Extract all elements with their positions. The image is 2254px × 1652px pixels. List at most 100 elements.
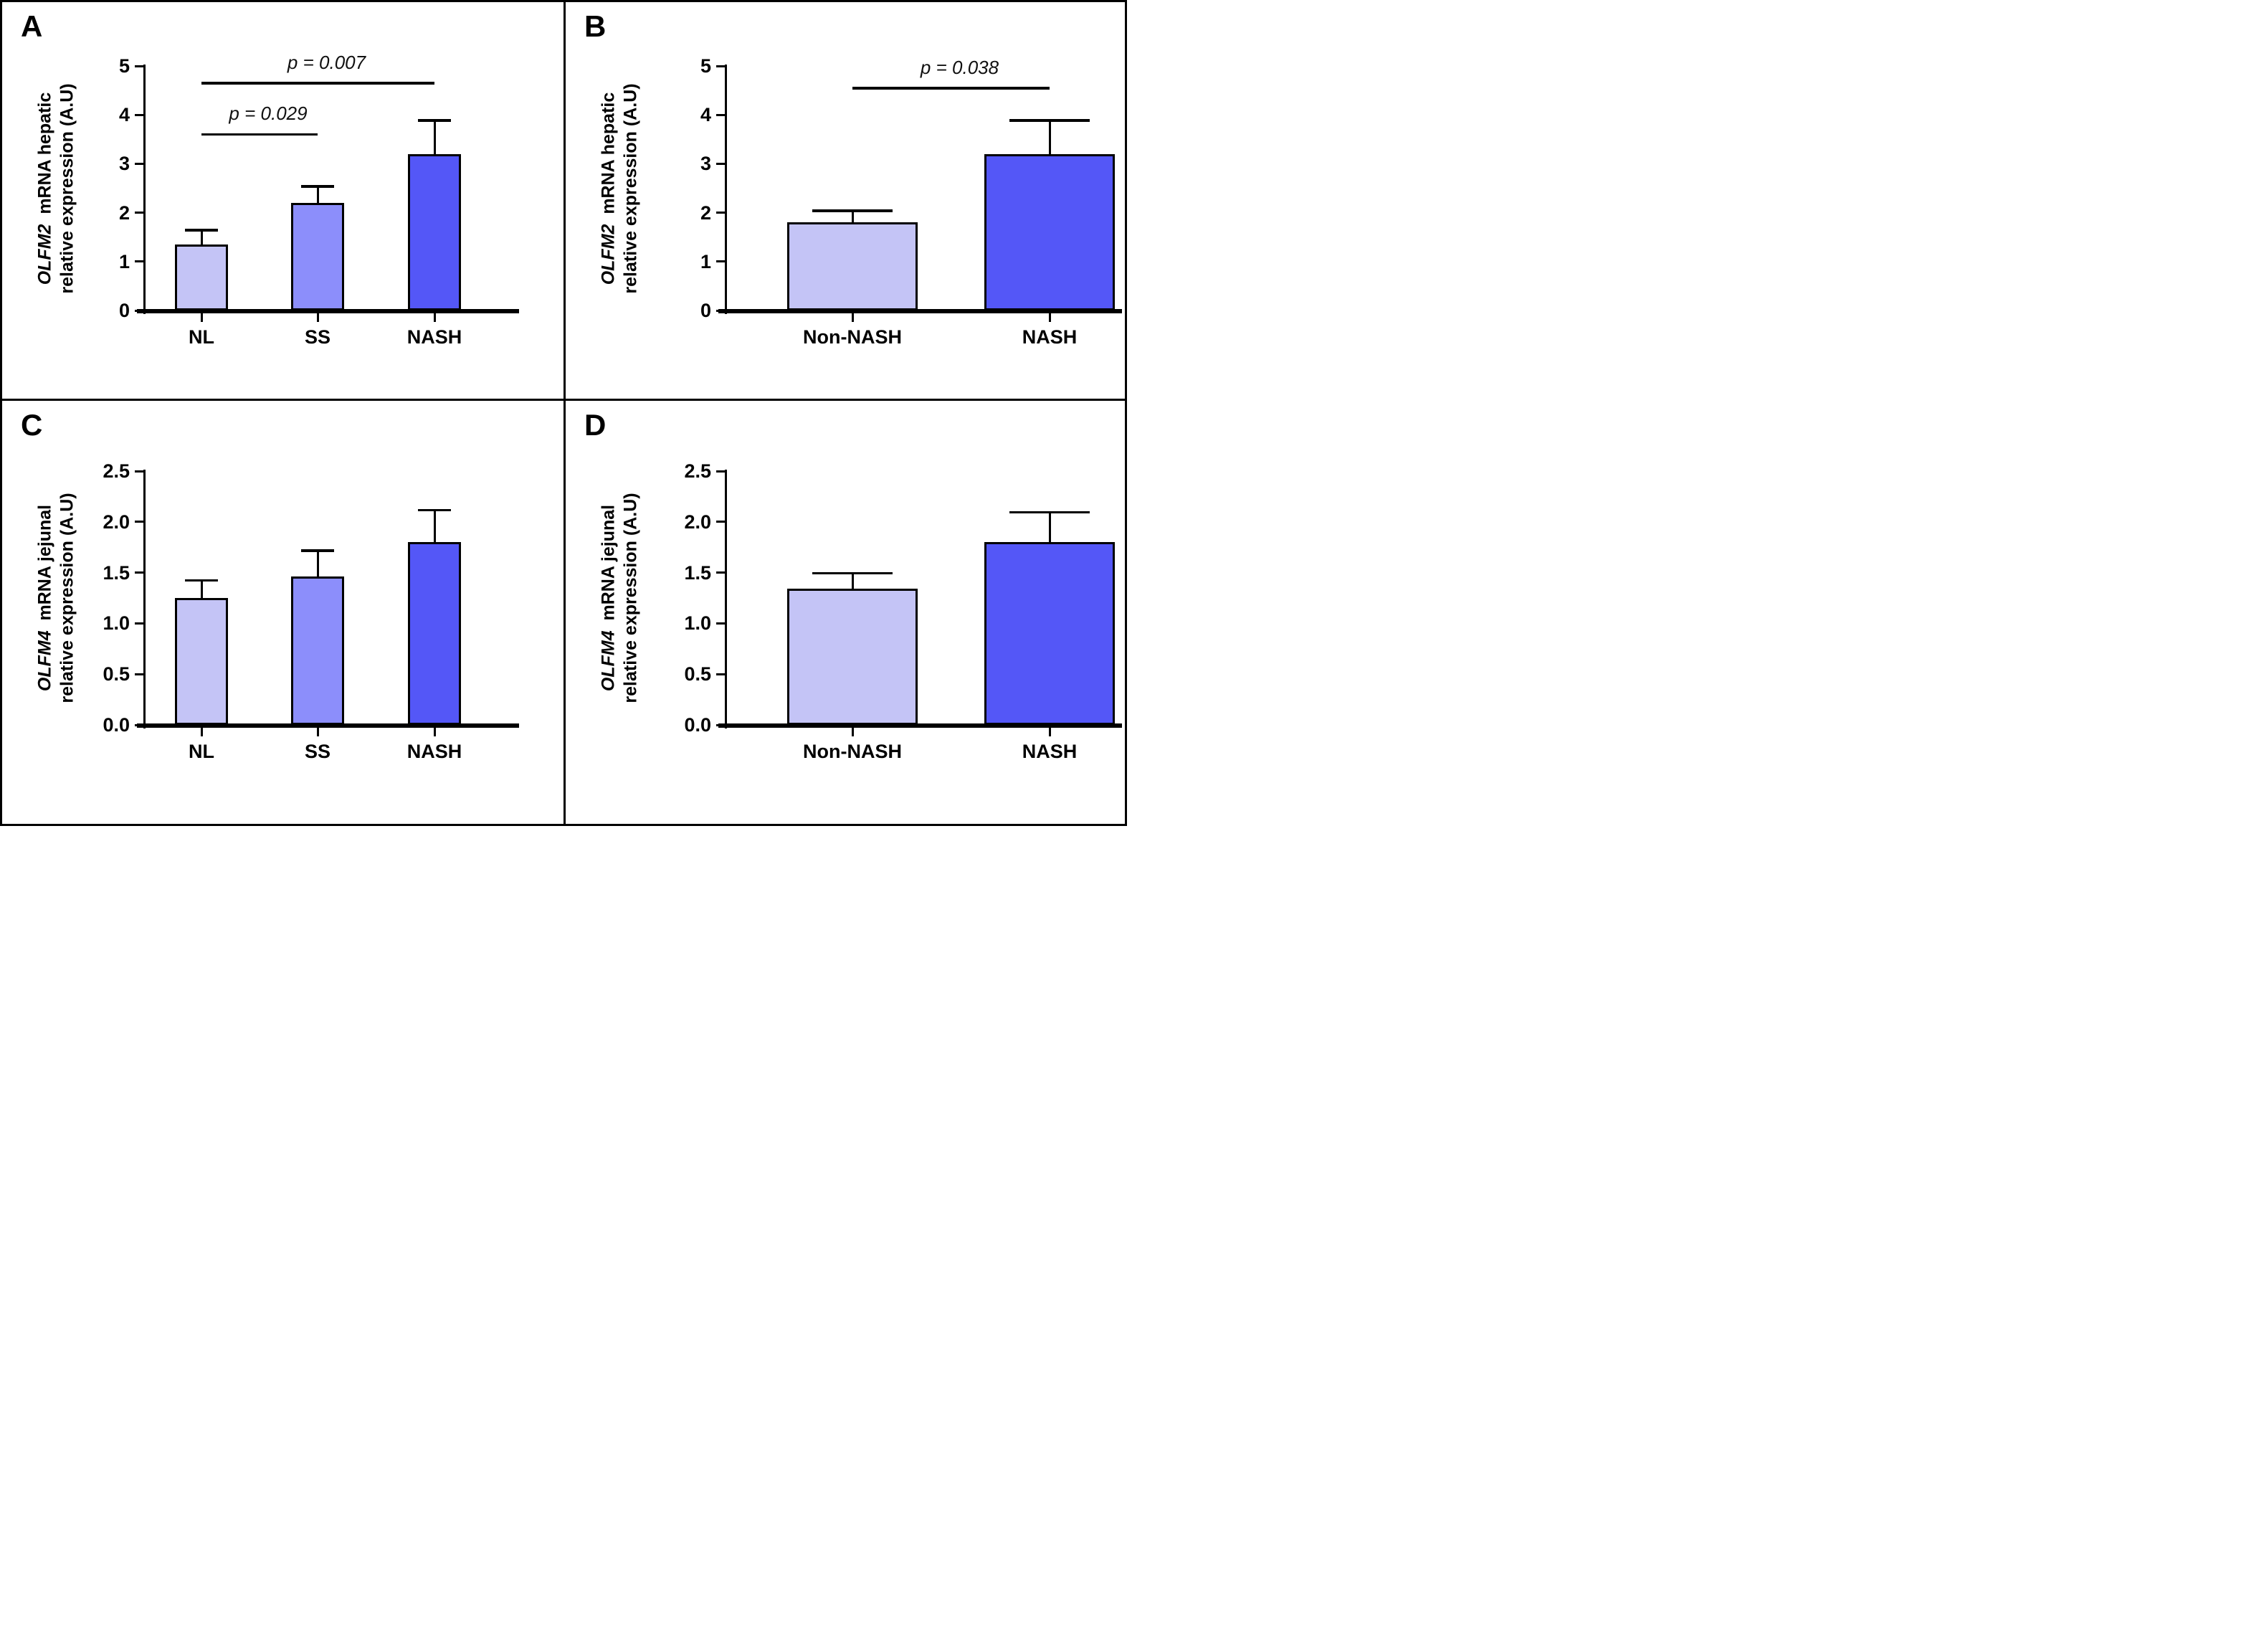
y-axis-line	[725, 65, 727, 314]
x-axis-line	[718, 309, 1122, 313]
x-tick-mark-NL	[200, 313, 203, 322]
y-tick-label: 2	[118, 201, 130, 224]
error-bar-line-NASH	[433, 120, 436, 156]
significance-bracket-line-0	[852, 87, 1050, 90]
x-tick-label-NL: NL	[189, 326, 214, 348]
y-tick-mark	[135, 622, 143, 625]
error-bar-line-NASH	[1048, 511, 1051, 545]
panel-label-B: B	[584, 9, 607, 43]
error-bar-cap-Non-NASH	[812, 209, 893, 212]
x-tick-label-NASH: NASH	[406, 741, 462, 762]
gene-symbol: OLFM2	[34, 224, 55, 285]
y-axis-line	[143, 470, 146, 728]
x-tick-label-Non-NASH: Non-NASH	[803, 741, 902, 762]
p-value-label-0: p = 0.007	[287, 51, 366, 73]
error-bar-cap-NASH	[1009, 119, 1090, 122]
y-tick-label: 2.0	[684, 511, 711, 533]
y-tick-label: 1.5	[684, 561, 711, 584]
y-tick-mark	[716, 723, 725, 726]
plot-area: 0.0 0.5 1.0 1.5 2.0 2.5 OLFM4 mRNA jejunal rela…	[599, 461, 1122, 762]
y-tick-mark	[716, 521, 725, 523]
y-tick-mark	[716, 673, 725, 675]
plot-area: 0.0 0.5 1.0 1.5 2.0 2.5 OLFM4 mRNA jejunal rela…	[35, 461, 519, 762]
bar-NASH	[408, 153, 461, 310]
error-bar-cap-NASH	[1009, 511, 1090, 514]
y-tick-mark	[135, 113, 143, 116]
y-axis-title: OLFM2 mRNA hepatic relative expression (A…	[34, 82, 77, 294]
y-tick-label: 1.0	[684, 612, 711, 635]
y-tick-mark	[716, 113, 725, 116]
y-tick-mark	[135, 723, 143, 726]
y-tick-mark	[716, 309, 725, 312]
x-tick-label-NASH: NASH	[1022, 741, 1078, 762]
y-axis-title: OLFM2 mRNA hepatic relative expression (A…	[598, 82, 641, 294]
x-axis-line	[718, 723, 1122, 728]
bar-NASH	[984, 542, 1115, 725]
x-tick-label-SS: SS	[304, 326, 331, 348]
x-tick-mark-NASH	[1048, 313, 1051, 322]
y-tick-label: 1.5	[103, 561, 130, 584]
panel-A: A 0 1 2 3 4 5 OLFM2 mRNA hepatic relative expre…	[2, 2, 564, 399]
x-tick-label-NASH: NASH	[406, 326, 462, 348]
y-tick-label: 1	[700, 250, 711, 272]
bar-Non-NASH	[787, 222, 918, 310]
y-axis-title: OLFM4 mRNA jejunal relative expression (A…	[598, 493, 641, 703]
error-bar-cap-SS	[301, 549, 334, 552]
p-value-label-0: p = 0.038	[920, 56, 999, 78]
gene-symbol: OLFM4	[34, 630, 55, 692]
y-tick-mark	[135, 673, 143, 675]
bar-SS	[291, 202, 344, 310]
error-bar-line-SS	[316, 186, 319, 205]
x-tick-mark-NL	[200, 728, 203, 736]
error-bar-cap-NASH	[418, 508, 451, 512]
y-axis-line	[725, 470, 727, 728]
bar-chart-olfm2-hepatic-two-groups: 0 1 2 3 4 5 OLFM2 mRNA hepatic relative express…	[566, 2, 1125, 399]
y-tick-label: 1	[118, 250, 130, 272]
x-tick-mark-SS	[316, 313, 319, 322]
y-tick-label: 4	[118, 104, 130, 126]
y-tick-label: 3	[118, 153, 130, 175]
x-axis-line	[137, 309, 519, 313]
bar-NL	[175, 598, 228, 725]
y-tick-mark	[716, 162, 725, 165]
bar-chart-olfm4-jejunal-three-groups: 0.0 0.5 1.0 1.5 2.0 2.5 OLFM4 mRNA jejunal rela…	[2, 401, 564, 824]
error-bar-cap-NL	[185, 229, 218, 232]
y-tick-mark	[135, 212, 143, 214]
significance-bracket-line-0	[201, 82, 434, 85]
x-tick-mark-Non-NASH	[851, 313, 854, 322]
panel-label-C: C	[21, 408, 44, 442]
error-bar-line-SS	[316, 550, 319, 579]
x-tick-mark-SS	[316, 728, 319, 736]
bar-chart-olfm2-hepatic-three-groups: 0 1 2 3 4 5 OLFM2 mRNA hepatic relative express…	[2, 2, 564, 399]
x-tick-mark-NASH	[1048, 728, 1051, 736]
y-tick-label: 2.0	[103, 511, 130, 533]
bar-SS	[291, 576, 344, 725]
y-tick-label: 0.0	[103, 714, 130, 736]
y-tick-mark	[135, 260, 143, 263]
x-tick-label-Non-NASH: Non-NASH	[803, 326, 902, 348]
error-bar-cap-Non-NASH	[812, 571, 893, 575]
y-tick-label: 1.0	[103, 612, 130, 635]
p-value-label-1: p = 0.029	[229, 103, 308, 125]
y-tick-label: 2.5	[103, 460, 130, 482]
y-tick-label: 5	[118, 55, 130, 77]
y-axis-title: OLFM4 mRNA jejunal relative expression (A…	[34, 493, 77, 703]
plot-area: 0 1 2 3 4 5 OLFM2 mRNA hepatic relative express…	[599, 56, 1122, 348]
bar-NL	[175, 244, 228, 310]
gene-symbol: OLFM2	[598, 224, 619, 285]
x-tick-label-SS: SS	[304, 741, 331, 762]
y-tick-label: 0.5	[103, 663, 130, 685]
x-axis-line	[137, 723, 519, 728]
y-tick-mark	[716, 65, 725, 67]
y-tick-label: 2.5	[684, 460, 711, 482]
gene-symbol: OLFM4	[598, 630, 619, 692]
significance-bracket-line-1	[201, 133, 318, 136]
error-bar-cap-NL	[185, 579, 218, 581]
y-tick-label: 0	[700, 300, 711, 321]
y-tick-label: 3	[700, 153, 711, 175]
y-tick-mark	[716, 622, 725, 625]
x-tick-mark-NASH	[433, 728, 436, 736]
error-bar-line-Non-NASH	[851, 210, 854, 225]
y-tick-label: 4	[700, 104, 711, 126]
panel-label-D: D	[584, 408, 607, 442]
